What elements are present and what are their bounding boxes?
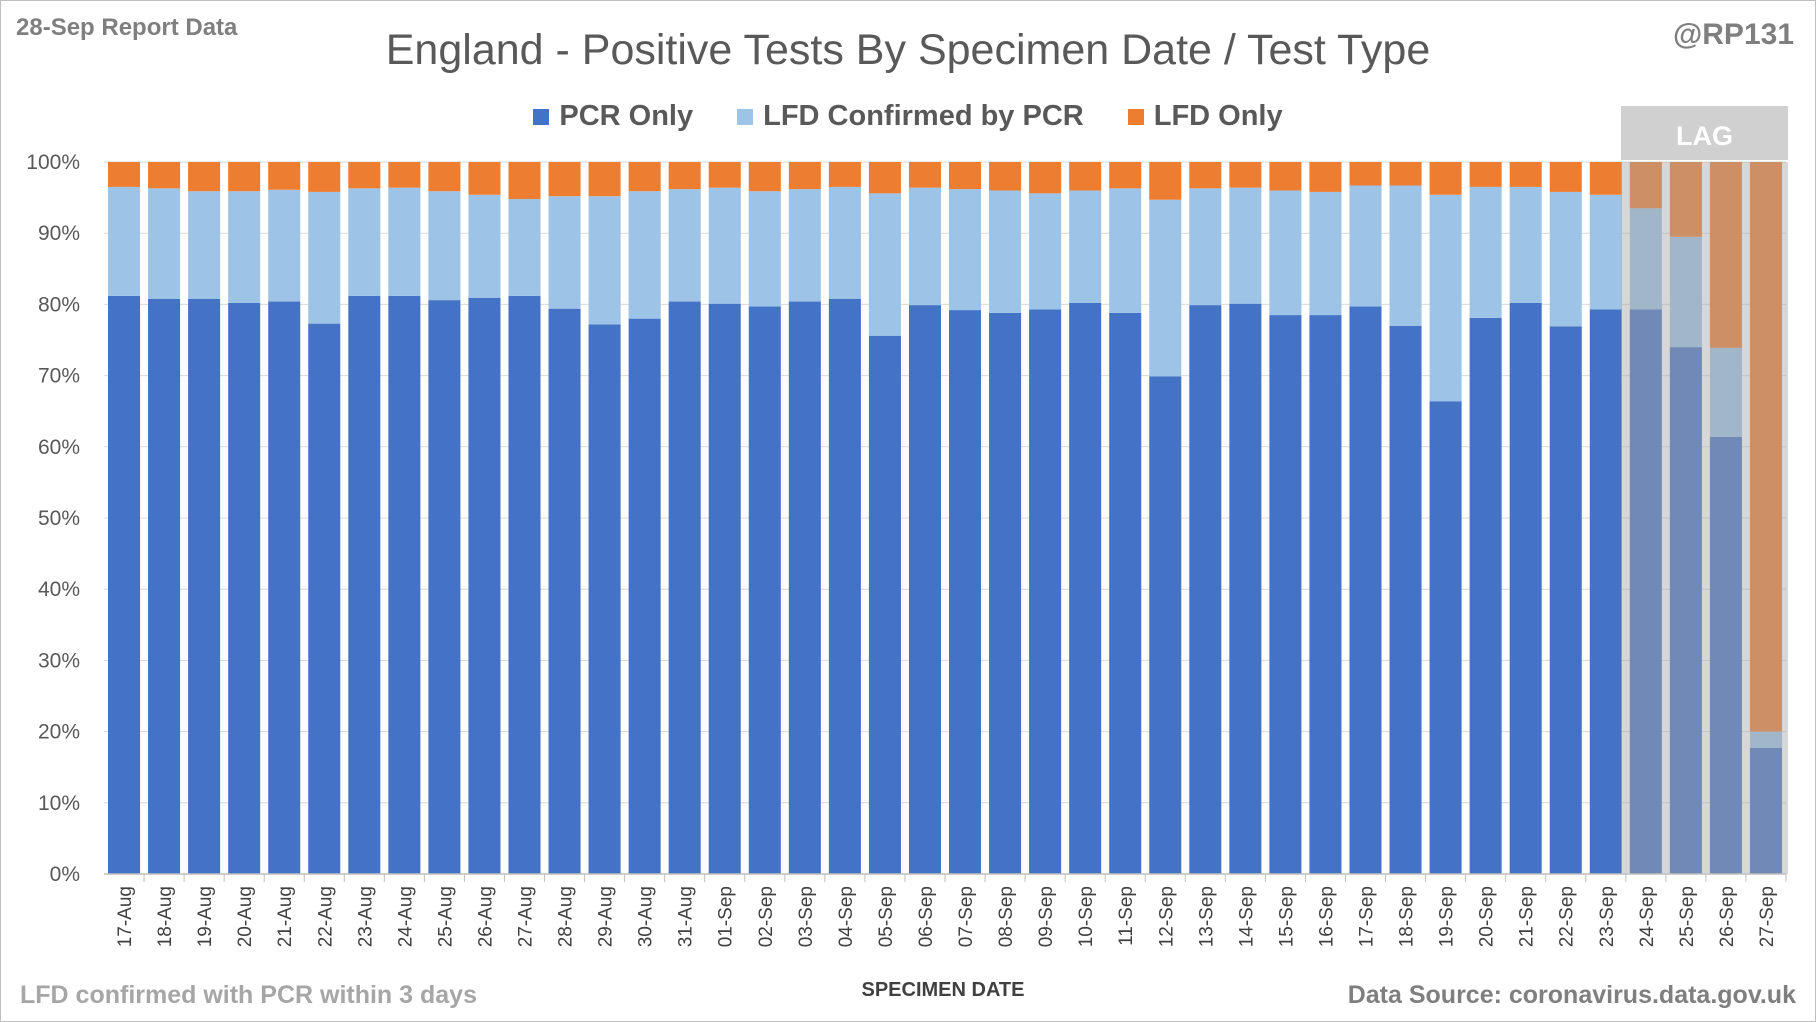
legend-label-pcr-only: PCR Only bbox=[559, 100, 694, 132]
legend-label-lfd-only: LFD Only bbox=[1153, 100, 1283, 132]
author-handle: @RP131 bbox=[1673, 18, 1794, 51]
data-source: Data Source: coronavirus.data.gov.uk bbox=[1347, 981, 1796, 1009]
x-axis-title: SPECIMEN DATE bbox=[861, 979, 1025, 1001]
legend-item-lfd-confirmed: LFD Confirmed by PCR bbox=[737, 100, 1084, 133]
legend-item-pcr-only: PCR Only bbox=[533, 100, 693, 133]
report-date-label: 28-Sep Report Data bbox=[16, 14, 238, 41]
legend-swatch-lfd-confirmed bbox=[737, 108, 754, 125]
footnote: LFD confirmed with PCR within 3 days bbox=[20, 981, 477, 1009]
legend-swatch-lfd-only bbox=[1127, 108, 1144, 125]
legend-label-lfd-confirmed: LFD Confirmed by PCR bbox=[763, 100, 1084, 132]
chart-legend: PCR Only LFD Confirmed by PCR LFD Only bbox=[0, 100, 1816, 133]
legend-swatch-pcr-only bbox=[533, 108, 550, 125]
chart-title: England - Positive Tests By Specimen Dat… bbox=[385, 26, 1431, 74]
legend-item-lfd-only: LFD Only bbox=[1127, 100, 1283, 133]
